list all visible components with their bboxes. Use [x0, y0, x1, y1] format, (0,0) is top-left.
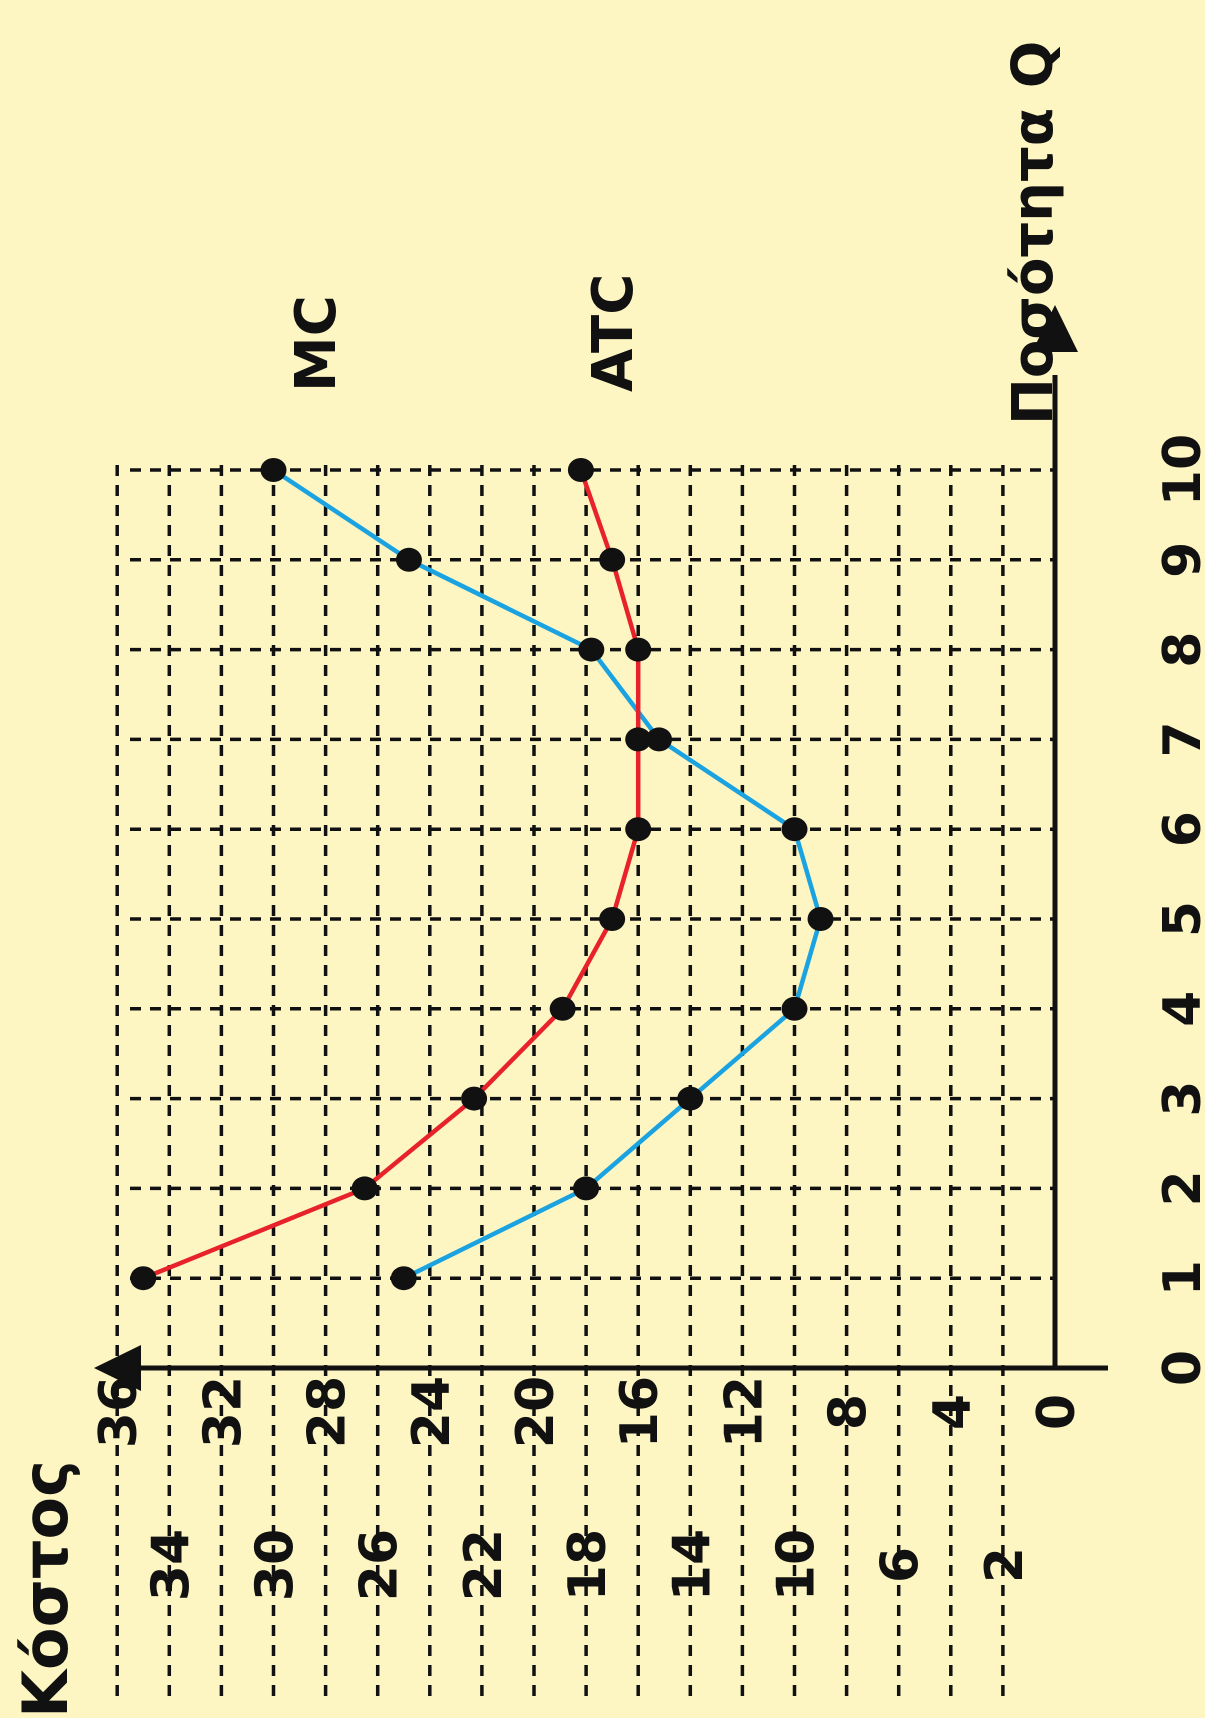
y-tick-label-inner: 24	[402, 1376, 462, 1448]
x-axis-title: Ποσότητα Q	[1001, 41, 1066, 425]
data-point-mc	[781, 817, 808, 842]
y-tick-label-outer: 34	[141, 1529, 201, 1601]
series-line-atc	[142, 469, 641, 1281]
y-tick-label-inner: 16	[610, 1376, 670, 1448]
data-point-mc	[807, 907, 834, 931]
data-point-atc	[625, 727, 652, 752]
quantity-axis-arrowhead	[1032, 305, 1078, 352]
data-point-mc	[677, 1086, 704, 1111]
x-tick-label: 6	[1153, 811, 1205, 847]
x-tick-label: 2	[1153, 1170, 1205, 1206]
x-tick-label: 5	[1153, 901, 1205, 937]
series-label-mc: MC	[284, 295, 349, 392]
y-tick-label-outer: 26	[350, 1529, 410, 1601]
x-tick-label: 10	[1153, 434, 1205, 506]
y-tick-label-outer: 14	[662, 1529, 722, 1601]
data-point-atc	[549, 996, 576, 1021]
y-tick-label-outer: 2	[975, 1547, 1035, 1583]
x-tick-label: 8	[1153, 632, 1205, 668]
data-point-atc	[599, 547, 626, 572]
data-point-atc	[567, 458, 594, 482]
y-tick-label-inner: 20	[506, 1376, 566, 1448]
y-tick-label-outer: 22	[454, 1529, 514, 1601]
y-tick-label-outer: 10	[767, 1529, 827, 1601]
data-point-atc	[461, 1086, 488, 1111]
data-point-atc	[599, 907, 626, 931]
y-tick-label-inner: 36	[89, 1376, 149, 1448]
data-point-mc	[646, 727, 673, 752]
data-point-mc	[260, 458, 287, 482]
data-point-atc	[130, 1266, 157, 1291]
x-tick-label: 3	[1153, 1081, 1205, 1117]
data-point-mc	[573, 1176, 600, 1201]
chart-plot-area: 0123456789103632282420161284034302622181…	[89, 274, 1205, 1705]
y-tick-label-inner: 28	[298, 1376, 358, 1448]
data-point-atc	[351, 1176, 378, 1201]
y-tick-label-inner: 4	[923, 1394, 983, 1430]
data-point-atc	[625, 637, 652, 662]
x-tick-label: 0	[1153, 1350, 1205, 1386]
y-tick-label-outer: 30	[246, 1529, 306, 1601]
data-point-mc	[578, 637, 605, 662]
y-tick-label-inner: 0	[1027, 1394, 1087, 1430]
x-tick-label: 7	[1153, 721, 1205, 757]
data-point-mc	[781, 996, 808, 1021]
y-tick-label-inner: 8	[819, 1394, 879, 1430]
series-label-atc: ATC	[581, 274, 646, 392]
y-tick-label-inner: 32	[193, 1376, 253, 1448]
x-tick-label: 4	[1153, 991, 1205, 1027]
series-line-mc	[272, 468, 823, 1281]
data-point-mc	[390, 1266, 417, 1291]
data-point-mc	[395, 547, 422, 572]
data-point-atc	[625, 817, 652, 842]
y-tick-label-outer: 6	[871, 1547, 931, 1583]
x-tick-label: 9	[1153, 542, 1205, 578]
y-tick-label-outer: 18	[558, 1529, 618, 1601]
y-axis-title: Κόστος	[9, 1460, 82, 1718]
x-tick-label: 1	[1153, 1260, 1205, 1296]
cost-axis-arrowhead	[94, 1345, 141, 1391]
y-tick-label-inner: 12	[714, 1376, 774, 1448]
